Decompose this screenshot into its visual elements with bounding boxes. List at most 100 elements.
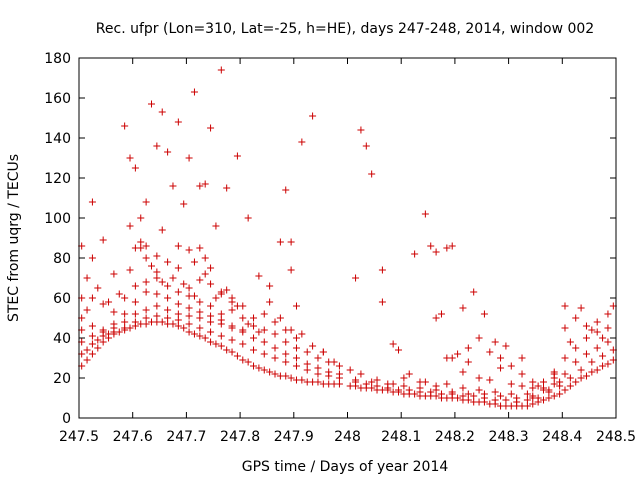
- data-point: [131, 282, 139, 290]
- data-point: [529, 394, 537, 402]
- data-point: [437, 310, 445, 318]
- data-point: [174, 288, 182, 296]
- data-point: [212, 222, 220, 230]
- data-point: [545, 394, 553, 402]
- data-point: [556, 378, 564, 386]
- data-point: [190, 88, 198, 96]
- data-point: [491, 388, 499, 396]
- data-point: [464, 390, 472, 398]
- data-point: [464, 396, 472, 404]
- data-point: [126, 266, 134, 274]
- data-point: [282, 358, 290, 366]
- data-point: [180, 200, 188, 208]
- data-point: [121, 310, 129, 318]
- data-point: [121, 324, 129, 332]
- data-point: [518, 370, 526, 378]
- data-point: [432, 382, 440, 390]
- data-point: [389, 340, 397, 348]
- data-point: [250, 322, 258, 330]
- data-point: [99, 300, 107, 308]
- data-point: [217, 342, 225, 350]
- data-point: [174, 118, 182, 126]
- data-point: [599, 334, 607, 342]
- data-point: [550, 368, 558, 376]
- data-point: [260, 310, 268, 318]
- data-point: [223, 286, 231, 294]
- data-point: [164, 258, 172, 266]
- data-point: [185, 320, 193, 328]
- data-point: [497, 364, 505, 372]
- data-point: [217, 332, 225, 340]
- data-point: [83, 306, 91, 314]
- data-point: [540, 378, 548, 386]
- data-point: [250, 334, 258, 342]
- data-point: [260, 366, 268, 374]
- data-point: [292, 362, 300, 370]
- data-point: [131, 298, 139, 306]
- data-point: [239, 328, 247, 336]
- data-point: [582, 372, 590, 380]
- data-point: [169, 274, 177, 282]
- data-point: [529, 400, 537, 408]
- data-point: [190, 258, 198, 266]
- data-point: [292, 302, 300, 310]
- data-point: [115, 290, 123, 298]
- data-point: [561, 324, 569, 332]
- data-point: [94, 344, 102, 352]
- data-point: [169, 182, 177, 190]
- data-point: [475, 386, 483, 394]
- data-point: [174, 242, 182, 250]
- data-point: [201, 254, 209, 262]
- data-point: [196, 314, 204, 322]
- data-point: [153, 142, 161, 150]
- data-point: [303, 348, 311, 356]
- data-point: [121, 318, 129, 326]
- data-point: [314, 378, 322, 386]
- data-point: [207, 280, 215, 288]
- data-point: [223, 184, 231, 192]
- data-point: [228, 294, 236, 302]
- data-point: [131, 318, 139, 326]
- data-point: [529, 378, 537, 386]
- data-point: [153, 268, 161, 276]
- data-point: [507, 390, 515, 398]
- data-point: [121, 294, 129, 302]
- data-point: [604, 360, 612, 368]
- data-point: [352, 376, 360, 384]
- x-tick-label: 248.4: [542, 429, 582, 445]
- data-point: [158, 318, 166, 326]
- data-point: [405, 370, 413, 378]
- data-point: [142, 242, 150, 250]
- data-point: [142, 288, 150, 296]
- data-point: [325, 368, 333, 376]
- data-point: [405, 386, 413, 394]
- data-point: [287, 238, 295, 246]
- data-point: [260, 326, 268, 334]
- data-point: [480, 310, 488, 318]
- data-point: [502, 342, 510, 350]
- data-point: [416, 384, 424, 392]
- data-point: [228, 348, 236, 356]
- data-point: [164, 148, 172, 156]
- data-point: [566, 382, 574, 390]
- y-tick-label: 140: [44, 131, 71, 147]
- data-point: [599, 362, 607, 370]
- data-point: [250, 346, 258, 354]
- data-point: [105, 298, 113, 306]
- data-point: [239, 356, 247, 364]
- data-point: [454, 350, 462, 358]
- data-point: [540, 396, 548, 404]
- data-point: [604, 324, 612, 332]
- x-tick-label: 247.8: [220, 429, 260, 445]
- data-point: [292, 334, 300, 342]
- data-point: [314, 364, 322, 372]
- data-point: [389, 380, 397, 388]
- y-tick-label: 60: [53, 291, 71, 307]
- data-point: [378, 298, 386, 306]
- data-point: [233, 352, 241, 360]
- data-point: [582, 322, 590, 330]
- data-point: [427, 242, 435, 250]
- data-point: [244, 214, 252, 222]
- data-point: [185, 328, 193, 336]
